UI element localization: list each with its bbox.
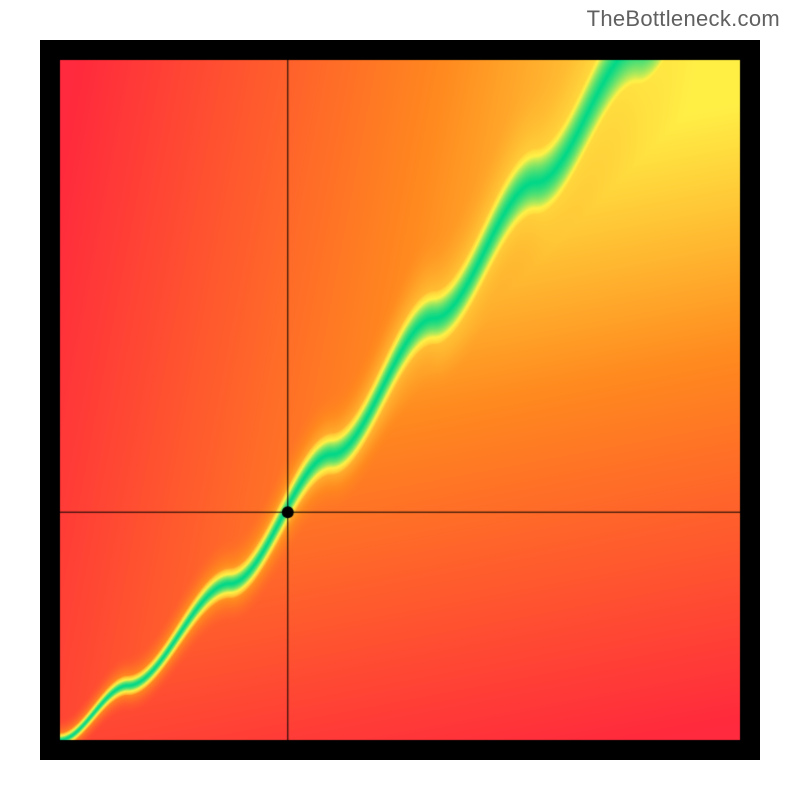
heatmap-plot: [40, 40, 760, 760]
heatmap-canvas: [40, 40, 760, 760]
watermark-text: TheBottleneck.com: [587, 6, 780, 32]
chart-container: TheBottleneck.com: [0, 0, 800, 800]
